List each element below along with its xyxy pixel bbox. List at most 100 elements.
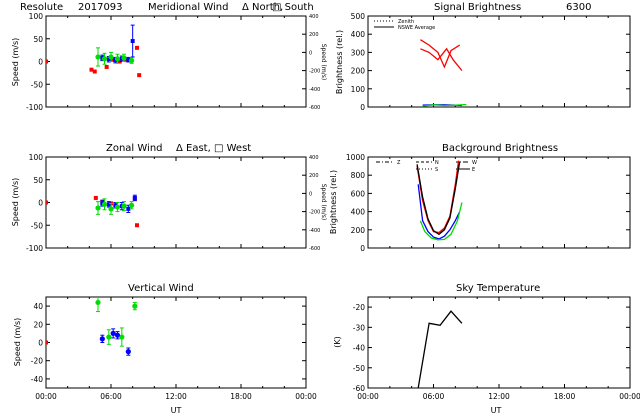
- signal-title: Signal Brightness: [434, 2, 521, 13]
- meridional-point-green: [121, 55, 127, 61]
- legend-e: E: [472, 167, 475, 173]
- vertical-title: Vertical Wind: [128, 283, 194, 294]
- sky-xtick-label: 18:00: [554, 392, 576, 401]
- meridional-plot-area: [46, 24, 142, 78]
- zonal-point-red: [46, 200, 48, 205]
- zonal-plot-area: [46, 194, 139, 228]
- background-frame: [367, 156, 631, 249]
- zonal-point-red: [135, 223, 139, 228]
- background-series-blue: [417, 184, 461, 240]
- meridional-point-blue: [130, 39, 135, 44]
- vertical-point-green: [132, 303, 138, 309]
- vertical-plot-area: [46, 297, 138, 356]
- meridional-point-red: [135, 45, 139, 50]
- vertical-ytick-label: 40: [33, 302, 43, 311]
- sky-ytick-label: -40: [353, 344, 365, 353]
- vertical-xtick-label: 06:00: [100, 392, 122, 401]
- signal-ytick-label: 0: [360, 103, 365, 112]
- sky-title: Sky Temperature: [456, 283, 540, 294]
- zonal-y2tick-label: 200: [309, 173, 319, 179]
- vertical-xtick-label: 00:00: [35, 392, 57, 401]
- vertical-point-blue: [125, 349, 131, 355]
- signal-plot-area: [420, 39, 467, 107]
- zonal-point-red: [93, 195, 98, 200]
- zonal-y2label: Speed (m/s): [320, 184, 327, 220]
- zonal-frame: [45, 156, 307, 249]
- vertical-point-green: [119, 334, 125, 340]
- meridional-y2label: Speed (m/s): [320, 44, 327, 80]
- zonal-point-blue: [126, 206, 131, 211]
- sky-ylabel: (K): [333, 336, 342, 348]
- meridional-point-red: [111, 57, 116, 62]
- vertical-point-red: [46, 340, 48, 345]
- vertical-xtick-label: 00:00: [295, 392, 317, 401]
- vertical-point-blue: [110, 330, 116, 336]
- meridional-point-green: [95, 54, 101, 60]
- zonal-y2tick-label: 0: [309, 191, 312, 197]
- header-station: Resolute: [20, 2, 63, 13]
- zonal-point-green: [121, 203, 127, 209]
- zonal-ytick-label: 100: [29, 153, 44, 162]
- legend-nswe-average: NSWE Average: [398, 25, 435, 31]
- zonal-ytick-label: 0: [38, 199, 43, 208]
- signal-wavelength: 6300: [566, 2, 591, 13]
- vertical-point-green: [106, 334, 112, 340]
- legend-north: Δ North,: [242, 2, 283, 13]
- signal-ytick-label: 500: [351, 12, 366, 21]
- meridional-title: Meridional Wind: [148, 2, 228, 13]
- signal-series-green: [422, 103, 467, 107]
- background-ytick-label: 600: [351, 189, 366, 198]
- panel-zonal-wind: Zonal Wind Δ East, □ West Speed (m/s) Sp…: [11, 143, 327, 253]
- meridional-point-green: [114, 56, 121, 62]
- vertical-xtick-label: 18:00: [230, 392, 252, 401]
- background-plot-area: [416, 160, 463, 241]
- meridional-point-red: [92, 69, 97, 74]
- signal-ylabel: Brightness (rel.): [335, 30, 344, 94]
- meridional-frame: [45, 15, 307, 108]
- signal-ytick-label: 400: [351, 30, 366, 39]
- zonal-point-green: [108, 206, 114, 212]
- vertical-ytick-label: 20: [33, 320, 43, 329]
- meridional-y2tick-label: 200: [309, 32, 319, 38]
- vertical-xtick-label: 12:00: [165, 392, 187, 401]
- zonal-y2tick-label: -400: [309, 228, 320, 234]
- background-ylabel: Brightness (rel.): [329, 170, 338, 234]
- vertical-ylabel: Speed (m/s): [13, 318, 22, 367]
- meridional-y2tick-label: -400: [309, 87, 320, 93]
- zonal-ylabel: Speed (m/s): [11, 178, 20, 227]
- header-date: 2017093: [78, 2, 123, 13]
- background-series-black: [416, 161, 461, 236]
- vertical-point-green: [95, 299, 101, 306]
- panel-sky-temperature: Sky Temperature (K) UT -60 -50 -40 -30 -20 00…: [333, 283, 640, 415]
- legend-west: □ West: [214, 143, 251, 154]
- legend-s: S: [435, 167, 438, 173]
- vertical-ytick-label: -20: [31, 357, 43, 366]
- vertical-xlabel: UT: [171, 406, 182, 415]
- meridional-ytick-label: 100: [29, 12, 44, 21]
- sky-ytick-label: -20: [353, 303, 365, 312]
- background-ytick-label: 1000: [346, 153, 365, 162]
- signal-series-red-b: [420, 47, 463, 72]
- background-series-red: [416, 160, 460, 234]
- meridional-y2tick-label: -600: [309, 105, 320, 111]
- zonal-point-blue: [106, 202, 111, 207]
- zonal-y2tick-label: 400: [309, 155, 319, 161]
- meridional-point-green: [101, 56, 108, 62]
- sky-series-black: [417, 310, 463, 388]
- legend-zenith: Zenith: [398, 19, 414, 25]
- meridional-point-red: [117, 59, 122, 64]
- zonal-point-green: [101, 201, 108, 207]
- sky-ytick-label: -50: [353, 364, 365, 373]
- meridional-y2tick-label: 0: [309, 50, 312, 56]
- meridional-point-blue: [106, 57, 111, 62]
- meridional-ytick-label: 0: [38, 58, 43, 67]
- meridional-point-red: [124, 58, 129, 63]
- meridional-point-green: [108, 54, 114, 60]
- meridional-point-red: [137, 73, 142, 78]
- panel-background-brightness: Background Brightness Brightness (rel.) …: [329, 143, 631, 253]
- signal-ytick-label: 300: [351, 48, 366, 57]
- meridional-y2tick-label: 400: [309, 14, 319, 20]
- meridional-point-blue: [126, 57, 131, 62]
- meridional-y2tick-label: -200: [309, 69, 320, 75]
